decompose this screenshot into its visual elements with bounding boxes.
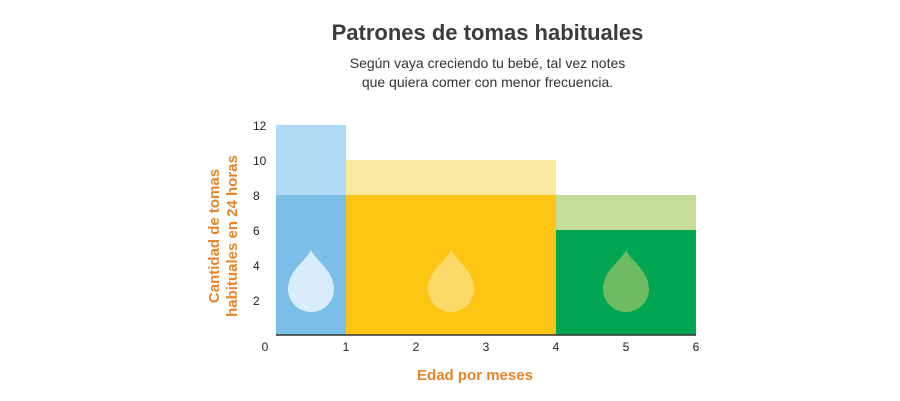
- x-tick-label-4: 4: [553, 340, 560, 354]
- x-tick-label-6: 6: [693, 340, 700, 354]
- y-tick-label-8: 8: [253, 189, 260, 203]
- x-tick-label-3: 3: [483, 340, 490, 354]
- x-axis-label: Edad por meses: [417, 367, 533, 384]
- y-tick-label-12: 12: [253, 119, 267, 133]
- y-tick-labels: 2 4 6 8 10 12: [253, 119, 267, 308]
- subtitle-line-1: Según vaya creciendo tu bebé, tal vez no…: [349, 55, 626, 71]
- x-tick-label-5: 5: [623, 340, 630, 354]
- chart-subtitle: Según vaya creciendo tu bebé, tal vez no…: [0, 54, 900, 92]
- drop-icon-0: [288, 250, 334, 312]
- x-tick-label-2: 2: [413, 340, 420, 354]
- subtitle-line-2: que quiera comer con menor frecuencia.: [361, 74, 614, 90]
- y-tick-label-6: 6: [253, 224, 260, 238]
- y-axis-label-line-2: habituales en 24 horas: [224, 155, 241, 317]
- bar-range-1: [346, 160, 556, 195]
- bar-range-0: [276, 125, 346, 195]
- y-axis-label: Cantidad de tomas habituales en 24 horas: [206, 155, 241, 317]
- chart-title: Patrones de tomas habituales: [331, 20, 644, 45]
- drops-group: [288, 250, 649, 312]
- bar-range-2: [556, 195, 696, 230]
- y-tick-label-10: 10: [253, 154, 267, 168]
- x-tick-label-0: 0: [262, 340, 269, 354]
- y-tick-label-4: 4: [253, 259, 260, 273]
- x-tick-labels: 0 1 2 3 4 5 6: [262, 340, 700, 354]
- drop-icon-1: [428, 250, 474, 312]
- y-axis-label-line-1: Cantidad de tomas: [206, 169, 223, 303]
- drop-icon-2: [603, 250, 649, 312]
- x-tick-label-1: 1: [343, 340, 350, 354]
- y-tick-label-2: 2: [253, 294, 260, 308]
